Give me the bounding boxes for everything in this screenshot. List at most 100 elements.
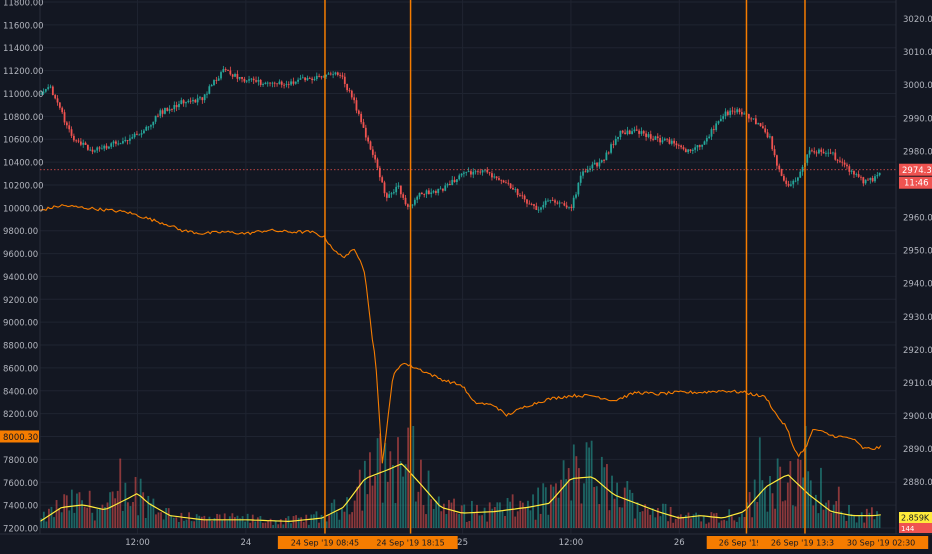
candle-body: [857, 174, 860, 177]
candle-body: [173, 105, 176, 110]
candle-body: [383, 182, 386, 194]
volume-bar: [687, 512, 690, 528]
candle-body: [192, 99, 194, 102]
marker-label-bg: [363, 536, 458, 549]
candle-body: [140, 133, 143, 135]
volume-bar: [127, 502, 129, 528]
candle-body: [752, 118, 755, 120]
candle-body: [502, 180, 505, 183]
volume-bar: [707, 522, 710, 528]
candle-body: [411, 204, 414, 206]
volume-bar: [781, 501, 784, 528]
countdown-label-bg: [899, 176, 932, 189]
volume-bar: [646, 509, 649, 528]
candle-body: [220, 72, 222, 79]
candle-body: [157, 115, 159, 117]
volume-bar: [287, 516, 290, 528]
volume-bar: [348, 514, 351, 528]
volume-bar: [445, 514, 448, 528]
volume-bar: [165, 508, 168, 528]
candle-body: [820, 149, 823, 152]
candle-body: [600, 160, 603, 163]
volume-bar: [55, 500, 58, 528]
candle-body: [638, 130, 640, 134]
candle-body: [621, 130, 624, 133]
candle-body: [86, 145, 89, 150]
candle-body: [673, 140, 676, 144]
volume-bar: [649, 514, 652, 528]
left-tick-label: 9200.00: [3, 296, 38, 306]
candle-body: [213, 80, 215, 85]
volume-bar: [483, 507, 486, 528]
volume-bar: [149, 503, 152, 528]
volume-bar: [414, 501, 417, 528]
candle-body: [834, 152, 837, 160]
volume-label: 2.859K: [901, 514, 930, 523]
volume-bar: [333, 499, 336, 528]
candle-body: [385, 193, 388, 198]
volume-bar: [848, 504, 850, 528]
candle-body: [656, 136, 659, 139]
left-marker-label-bg: [0, 430, 39, 443]
volume-bar: [557, 497, 560, 528]
candle-body: [687, 149, 690, 153]
candle-body: [49, 86, 52, 88]
volume-bar: [249, 522, 252, 528]
volume-bar: [412, 426, 415, 528]
volume-bar: [715, 512, 718, 528]
candle-body: [841, 161, 844, 163]
volume-bar: [437, 496, 440, 528]
candle-body: [357, 110, 360, 114]
candle-body: [754, 118, 757, 125]
volume-bar: [58, 508, 61, 528]
candle-body: [360, 113, 363, 123]
volume-bar: [873, 519, 876, 528]
right-tick-label: 2880.0: [903, 478, 932, 488]
marker-label: 26 Sep '19 07: [719, 539, 774, 548]
right-tick-label: 2960.0: [903, 214, 932, 224]
volume-ma-line: [39, 463, 881, 523]
volume-bar: [180, 512, 183, 528]
candle-body: [750, 118, 753, 120]
volume-bar: [748, 492, 751, 528]
candle-body: [677, 145, 680, 147]
candle-body: [437, 188, 440, 193]
volume-bar: [868, 512, 871, 528]
volume-bar: [539, 513, 542, 528]
candle-body: [364, 127, 367, 138]
volume-bar: [463, 504, 466, 528]
candle-body: [509, 183, 512, 189]
volume-bar: [356, 486, 359, 528]
left-tick-label: 11400.00: [3, 44, 44, 54]
candle-body: [241, 77, 243, 79]
candle-body: [556, 202, 559, 204]
candle-body: [530, 204, 533, 205]
volume-bar: [111, 491, 114, 528]
volume-bar: [226, 520, 229, 528]
candle-body: [652, 138, 655, 140]
volume-bar: [830, 512, 833, 528]
volume-bar: [549, 484, 552, 528]
small-label-bg: [899, 523, 932, 533]
left-marker-label: 8000.30: [3, 433, 38, 443]
candle-body: [378, 167, 381, 178]
candle-body: [766, 132, 769, 138]
volume-bar: [376, 438, 379, 528]
candle-body: [402, 194, 405, 198]
volume-bar: [499, 502, 501, 528]
volume-bar: [432, 509, 435, 528]
left-tick-label: 10200.00: [3, 181, 44, 191]
volume-bar: [850, 513, 853, 528]
volume-bar: [809, 480, 812, 528]
volume-bar: [394, 503, 397, 528]
volume-bar: [496, 502, 499, 528]
volume-bar: [284, 518, 287, 528]
marker-label-bg: [757, 536, 853, 549]
volume-bar: [391, 465, 394, 528]
candle-body: [371, 149, 374, 155]
volume-bar: [45, 521, 48, 528]
candle-body: [79, 141, 82, 145]
left-tick-label: 11200.00: [3, 67, 44, 77]
